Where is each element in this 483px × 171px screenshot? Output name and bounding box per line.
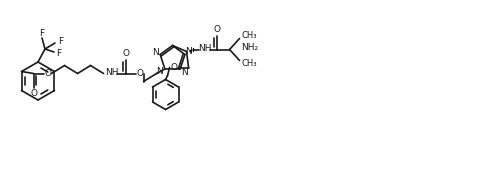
Text: O: O [213, 25, 220, 34]
Text: CH₃: CH₃ [242, 59, 257, 68]
Text: N: N [181, 68, 187, 76]
Text: F: F [58, 37, 64, 47]
Text: N: N [185, 47, 192, 56]
Text: O: O [136, 69, 143, 78]
Text: O: O [122, 49, 129, 58]
Text: NH₂: NH₂ [242, 43, 259, 52]
Text: F: F [40, 29, 44, 37]
Text: NH: NH [198, 44, 211, 53]
Text: CH₃: CH₃ [242, 31, 257, 40]
Text: O: O [30, 89, 37, 98]
Text: F: F [57, 49, 61, 58]
Text: O: O [170, 63, 177, 72]
Text: NH: NH [105, 68, 118, 77]
Text: O: O [44, 69, 51, 78]
Text: N: N [152, 48, 158, 57]
Text: N: N [156, 67, 163, 76]
